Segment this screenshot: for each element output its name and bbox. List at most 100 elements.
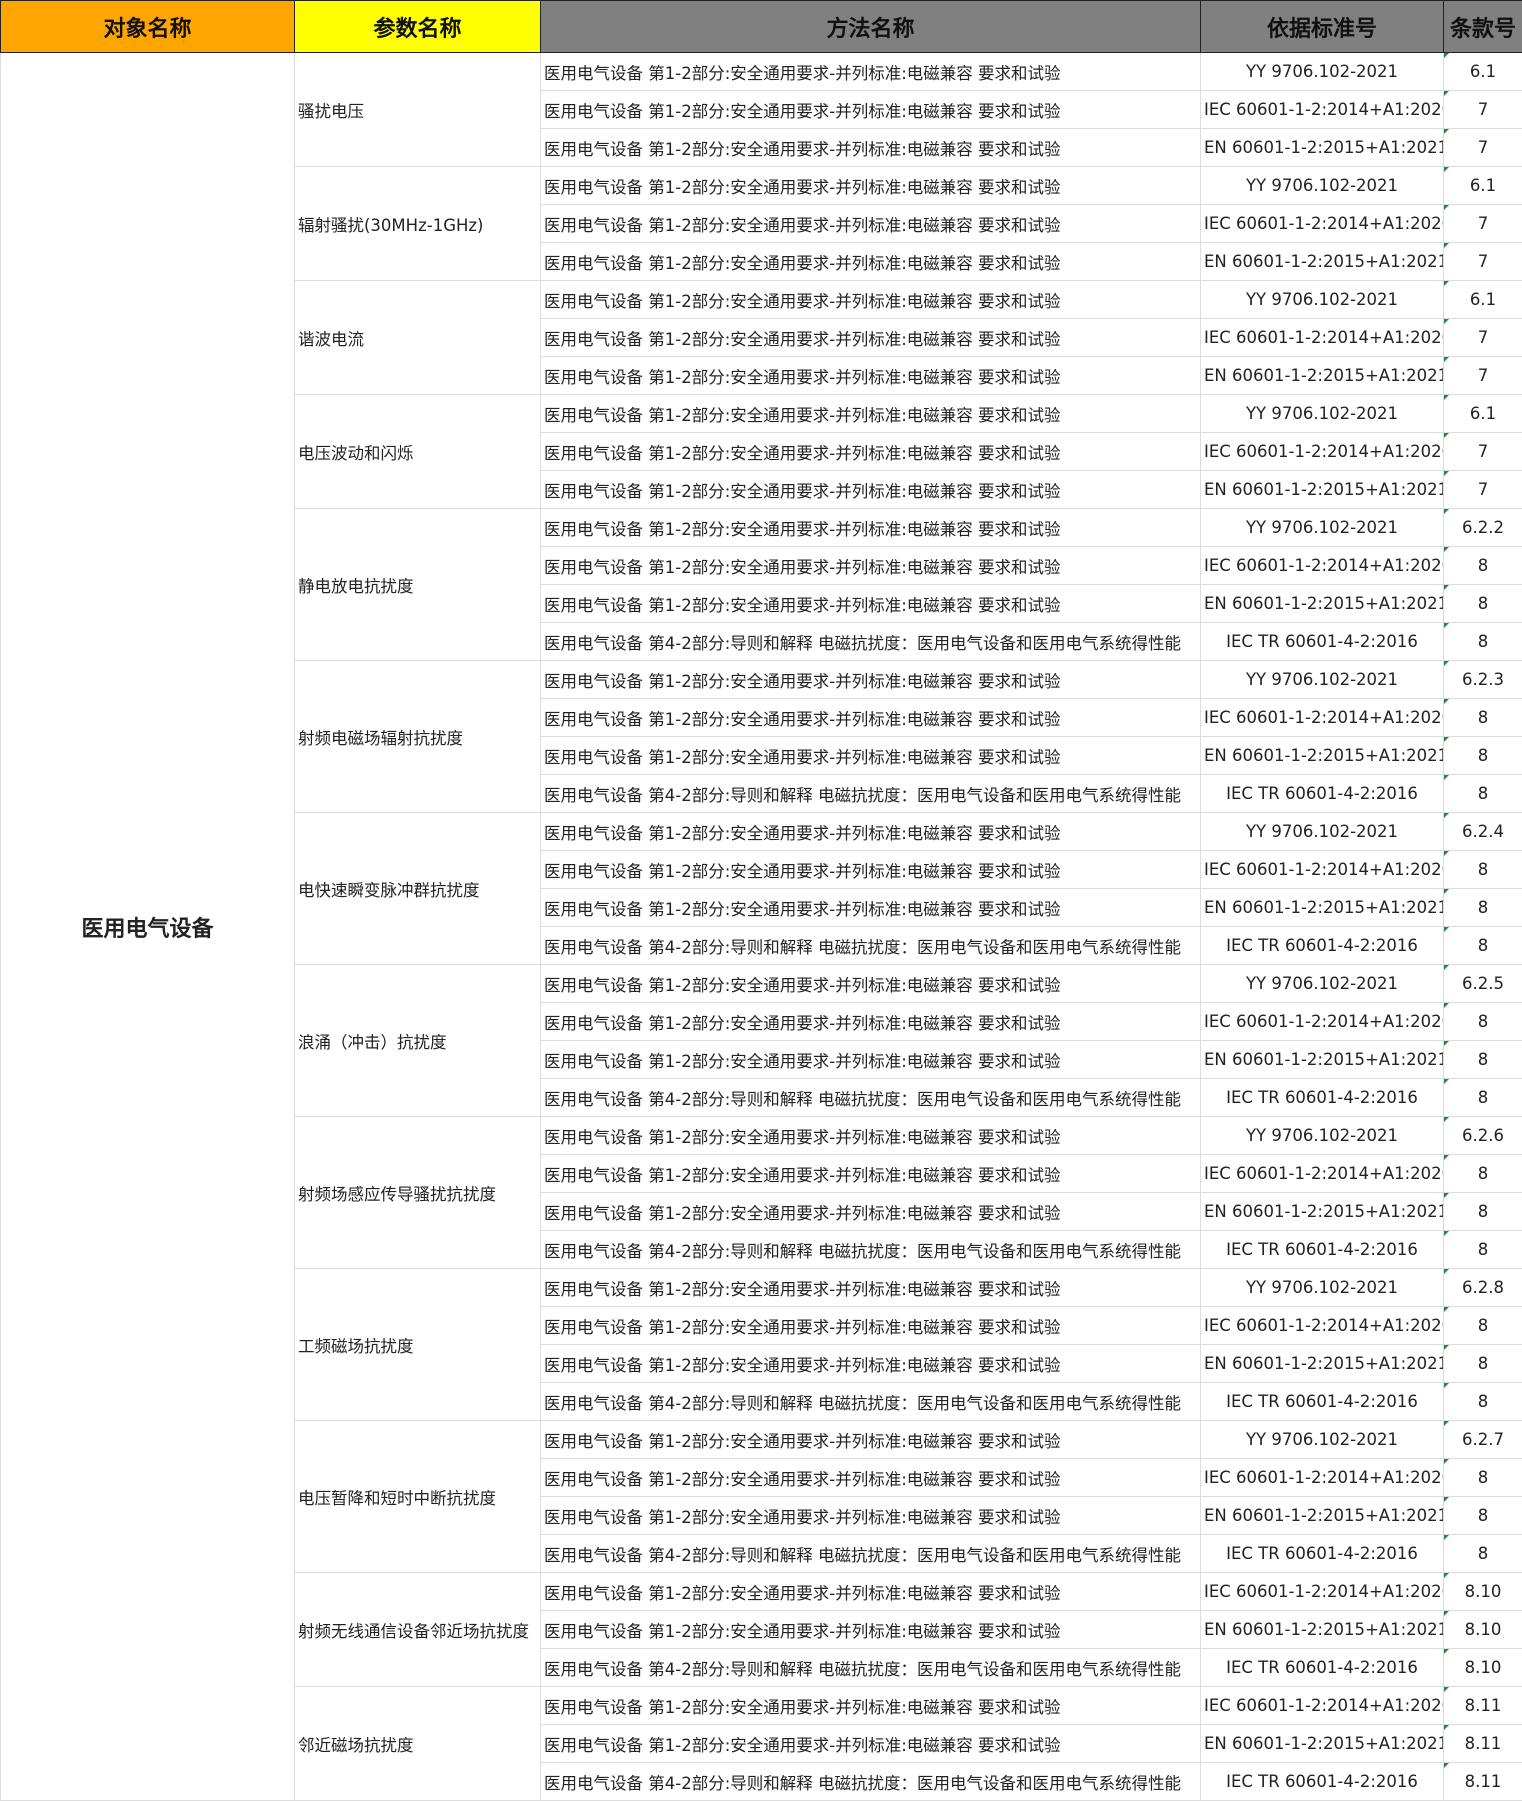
clause-number-cell[interactable]: 7: [1444, 129, 1522, 167]
method-name-cell[interactable]: 医用电气设备 第4-2部分:导则和解释 电磁抗扰度：医用电气设备和医用电气系统得…: [541, 1383, 1201, 1421]
clause-number-cell[interactable]: 8: [1444, 775, 1522, 813]
standard-number-cell[interactable]: IEC 60601-1-2:2014+A1:2020: [1201, 1003, 1444, 1041]
standard-number-cell[interactable]: IEC TR 60601-4-2:2016: [1201, 1231, 1444, 1269]
clause-number-cell[interactable]: 6.2.4: [1444, 813, 1522, 851]
param-name-cell[interactable]: 射频无线通信设备邻近场抗扰度: [295, 1573, 541, 1687]
clause-number-cell[interactable]: 8: [1444, 1155, 1522, 1193]
clause-number-cell[interactable]: 8: [1444, 1193, 1522, 1231]
standard-number-cell[interactable]: YY 9706.102-2021: [1201, 53, 1444, 91]
param-name-cell[interactable]: 电压暂降和短时中断抗扰度: [295, 1421, 541, 1573]
clause-number-cell[interactable]: 6.2.3: [1444, 661, 1522, 699]
method-name-cell[interactable]: 医用电气设备 第1-2部分:安全通用要求-并列标准:电磁兼容 要求和试验: [541, 1573, 1201, 1611]
method-name-cell[interactable]: 医用电气设备 第1-2部分:安全通用要求-并列标准:电磁兼容 要求和试验: [541, 319, 1201, 357]
method-name-cell[interactable]: 医用电气设备 第1-2部分:安全通用要求-并列标准:电磁兼容 要求和试验: [541, 661, 1201, 699]
method-name-cell[interactable]: 医用电气设备 第1-2部分:安全通用要求-并列标准:电磁兼容 要求和试验: [541, 1497, 1201, 1535]
standard-number-cell[interactable]: YY 9706.102-2021: [1201, 661, 1444, 699]
method-name-cell[interactable]: 医用电气设备 第1-2部分:安全通用要求-并列标准:电磁兼容 要求和试验: [541, 1193, 1201, 1231]
standard-number-cell[interactable]: EN 60601-1-2:2015+A1:2021: [1201, 129, 1444, 167]
clause-number-cell[interactable]: 8: [1444, 1041, 1522, 1079]
method-name-cell[interactable]: 医用电气设备 第4-2部分:导则和解释 电磁抗扰度：医用电气设备和医用电气系统得…: [541, 623, 1201, 661]
standard-number-cell[interactable]: IEC 60601-1-2:2014+A1:2020: [1201, 1687, 1444, 1725]
standard-number-cell[interactable]: EN 60601-1-2:2015+A1:2021: [1201, 357, 1444, 395]
param-name-cell[interactable]: 浪涌（冲击）抗扰度: [295, 965, 541, 1117]
clause-number-cell[interactable]: 8: [1444, 1079, 1522, 1117]
clause-number-cell[interactable]: 8: [1444, 1307, 1522, 1345]
standard-number-cell[interactable]: YY 9706.102-2021: [1201, 281, 1444, 319]
clause-number-cell[interactable]: 8: [1444, 1459, 1522, 1497]
clause-number-cell[interactable]: 8: [1444, 1535, 1522, 1573]
clause-number-cell[interactable]: 8: [1444, 1383, 1522, 1421]
method-name-cell[interactable]: 医用电气设备 第1-2部分:安全通用要求-并列标准:电磁兼容 要求和试验: [541, 1041, 1201, 1079]
header-clause[interactable]: 条款号: [1444, 1, 1522, 53]
method-name-cell[interactable]: 医用电气设备 第1-2部分:安全通用要求-并列标准:电磁兼容 要求和试验: [541, 509, 1201, 547]
header-param[interactable]: 参数名称: [295, 1, 541, 53]
clause-number-cell[interactable]: 8.11: [1444, 1725, 1522, 1763]
clause-number-cell[interactable]: 8: [1444, 889, 1522, 927]
method-name-cell[interactable]: 医用电气设备 第4-2部分:导则和解释 电磁抗扰度：医用电气设备和医用电气系统得…: [541, 1763, 1201, 1801]
standard-number-cell[interactable]: EN 60601-1-2:2015+A1:2021: [1201, 1193, 1444, 1231]
standard-number-cell[interactable]: EN 60601-1-2:2015+A1:2021: [1201, 1041, 1444, 1079]
method-name-cell[interactable]: 医用电气设备 第1-2部分:安全通用要求-并列标准:电磁兼容 要求和试验: [541, 737, 1201, 775]
standard-number-cell[interactable]: EN 60601-1-2:2015+A1:2021: [1201, 1497, 1444, 1535]
clause-number-cell[interactable]: 7: [1444, 471, 1522, 509]
standard-number-cell[interactable]: IEC TR 60601-4-2:2016: [1201, 1763, 1444, 1801]
standard-number-cell[interactable]: EN 60601-1-2:2015+A1:2021: [1201, 737, 1444, 775]
standard-number-cell[interactable]: IEC 60601-1-2:2014+A1:2020: [1201, 205, 1444, 243]
standard-number-cell[interactable]: IEC 60601-1-2:2014+A1:2020: [1201, 547, 1444, 585]
clause-number-cell[interactable]: 6.2.5: [1444, 965, 1522, 1003]
clause-number-cell[interactable]: 8: [1444, 851, 1522, 889]
method-name-cell[interactable]: 医用电气设备 第1-2部分:安全通用要求-并列标准:电磁兼容 要求和试验: [541, 281, 1201, 319]
header-standard[interactable]: 依据标准号: [1201, 1, 1444, 53]
param-name-cell[interactable]: 电压波动和闪烁: [295, 395, 541, 509]
method-name-cell[interactable]: 医用电气设备 第1-2部分:安全通用要求-并列标准:电磁兼容 要求和试验: [541, 1155, 1201, 1193]
method-name-cell[interactable]: 医用电气设备 第1-2部分:安全通用要求-并列标准:电磁兼容 要求和试验: [541, 1269, 1201, 1307]
standard-number-cell[interactable]: IEC TR 60601-4-2:2016: [1201, 927, 1444, 965]
standard-number-cell[interactable]: YY 9706.102-2021: [1201, 813, 1444, 851]
method-name-cell[interactable]: 医用电气设备 第1-2部分:安全通用要求-并列标准:电磁兼容 要求和试验: [541, 433, 1201, 471]
method-name-cell[interactable]: 医用电气设备 第1-2部分:安全通用要求-并列标准:电磁兼容 要求和试验: [541, 1421, 1201, 1459]
clause-number-cell[interactable]: 6.2.8: [1444, 1269, 1522, 1307]
standard-number-cell[interactable]: IEC 60601-1-2:2014+A1:2020: [1201, 319, 1444, 357]
clause-number-cell[interactable]: 8: [1444, 623, 1522, 661]
object-name-cell[interactable]: 医用电气设备: [1, 53, 295, 1801]
clause-number-cell[interactable]: 8.11: [1444, 1763, 1522, 1801]
standard-number-cell[interactable]: IEC TR 60601-4-2:2016: [1201, 1649, 1444, 1687]
method-name-cell[interactable]: 医用电气设备 第1-2部分:安全通用要求-并列标准:电磁兼容 要求和试验: [541, 699, 1201, 737]
param-name-cell[interactable]: 工频磁场抗扰度: [295, 1269, 541, 1421]
standard-number-cell[interactable]: IEC TR 60601-4-2:2016: [1201, 623, 1444, 661]
method-name-cell[interactable]: 医用电气设备 第4-2部分:导则和解释 电磁抗扰度：医用电气设备和医用电气系统得…: [541, 1079, 1201, 1117]
method-name-cell[interactable]: 医用电气设备 第1-2部分:安全通用要求-并列标准:电磁兼容 要求和试验: [541, 1117, 1201, 1155]
clause-number-cell[interactable]: 8: [1444, 1345, 1522, 1383]
clause-number-cell[interactable]: 6.2.6: [1444, 1117, 1522, 1155]
standard-number-cell[interactable]: YY 9706.102-2021: [1201, 509, 1444, 547]
standard-number-cell[interactable]: EN 60601-1-2:2015+A1:2021: [1201, 585, 1444, 623]
clause-number-cell[interactable]: 7: [1444, 319, 1522, 357]
clause-number-cell[interactable]: 6.1: [1444, 53, 1522, 91]
method-name-cell[interactable]: 医用电气设备 第1-2部分:安全通用要求-并列标准:电磁兼容 要求和试验: [541, 1611, 1201, 1649]
method-name-cell[interactable]: 医用电气设备 第1-2部分:安全通用要求-并列标准:电磁兼容 要求和试验: [541, 205, 1201, 243]
method-name-cell[interactable]: 医用电气设备 第1-2部分:安全通用要求-并列标准:电磁兼容 要求和试验: [541, 53, 1201, 91]
param-name-cell[interactable]: 谐波电流: [295, 281, 541, 395]
method-name-cell[interactable]: 医用电气设备 第1-2部分:安全通用要求-并列标准:电磁兼容 要求和试验: [541, 851, 1201, 889]
method-name-cell[interactable]: 医用电气设备 第1-2部分:安全通用要求-并列标准:电磁兼容 要求和试验: [541, 357, 1201, 395]
param-name-cell[interactable]: 射频电磁场辐射抗扰度: [295, 661, 541, 813]
clause-number-cell[interactable]: 6.2.7: [1444, 1421, 1522, 1459]
param-name-cell[interactable]: 静电放电抗扰度: [295, 509, 541, 661]
method-name-cell[interactable]: 医用电气设备 第1-2部分:安全通用要求-并列标准:电磁兼容 要求和试验: [541, 889, 1201, 927]
clause-number-cell[interactable]: 8: [1444, 737, 1522, 775]
standard-number-cell[interactable]: EN 60601-1-2:2015+A1:2021: [1201, 471, 1444, 509]
method-name-cell[interactable]: 医用电气设备 第4-2部分:导则和解释 电磁抗扰度：医用电气设备和医用电气系统得…: [541, 1231, 1201, 1269]
standard-number-cell[interactable]: IEC TR 60601-4-2:2016: [1201, 1535, 1444, 1573]
clause-number-cell[interactable]: 8.10: [1444, 1649, 1522, 1687]
clause-number-cell[interactable]: 7: [1444, 357, 1522, 395]
method-name-cell[interactable]: 医用电气设备 第1-2部分:安全通用要求-并列标准:电磁兼容 要求和试验: [541, 129, 1201, 167]
clause-number-cell[interactable]: 8: [1444, 585, 1522, 623]
clause-number-cell[interactable]: 8: [1444, 699, 1522, 737]
standard-number-cell[interactable]: EN 60601-1-2:2015+A1:2021: [1201, 889, 1444, 927]
standard-number-cell[interactable]: IEC 60601-1-2:2014+A1:2020: [1201, 1573, 1444, 1611]
clause-number-cell[interactable]: 8.11: [1444, 1687, 1522, 1725]
header-object[interactable]: 对象名称: [1, 1, 295, 53]
method-name-cell[interactable]: 医用电气设备 第4-2部分:导则和解释 电磁抗扰度：医用电气设备和医用电气系统得…: [541, 1649, 1201, 1687]
method-name-cell[interactable]: 医用电气设备 第1-2部分:安全通用要求-并列标准:电磁兼容 要求和试验: [541, 167, 1201, 205]
method-name-cell[interactable]: 医用电气设备 第1-2部分:安全通用要求-并列标准:电磁兼容 要求和试验: [541, 91, 1201, 129]
